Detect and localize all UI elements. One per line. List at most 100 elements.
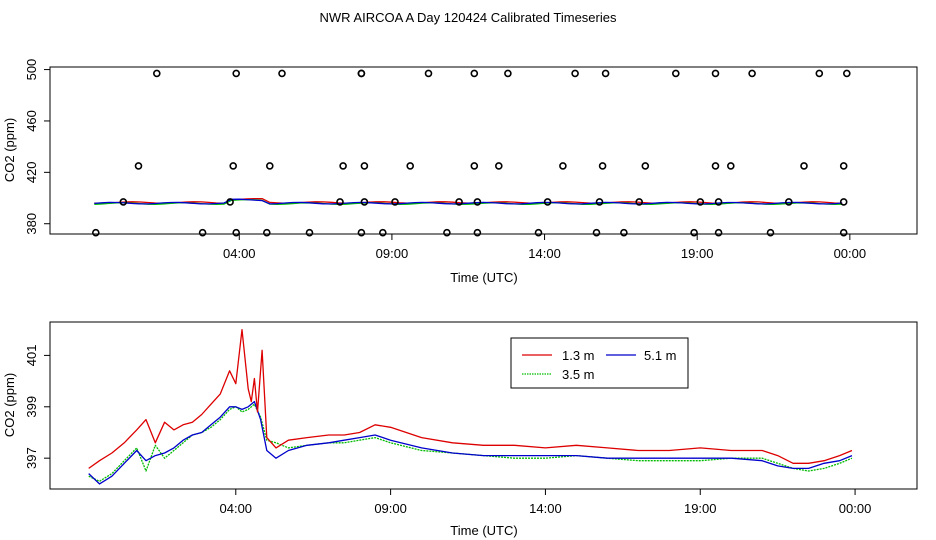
bottom-x-tick-label: 19:00 xyxy=(684,501,717,516)
bottom-series-lines xyxy=(88,329,853,485)
bottom-x-tick-label: 00:00 xyxy=(839,501,872,516)
top-point xyxy=(534,228,543,237)
top-point xyxy=(504,69,512,78)
top-point xyxy=(339,162,347,170)
legend-label-1-3m: 1.3 m xyxy=(562,348,595,363)
top-point xyxy=(226,198,234,206)
top-point xyxy=(714,228,723,237)
bottom-x-axis-label: Time (UTC) xyxy=(450,523,517,538)
top-y-tick-label: 380 xyxy=(24,213,39,235)
top-plot-frame xyxy=(49,66,918,235)
top-point xyxy=(134,162,143,170)
bottom-line-5-1m xyxy=(88,400,853,485)
bottom-y-axis-label: CO2 (ppm) xyxy=(2,373,17,437)
bottom-y-tick-label: 397 xyxy=(24,447,39,469)
top-point xyxy=(378,228,387,237)
top-point xyxy=(153,69,161,78)
top-point xyxy=(232,69,240,78)
top-point xyxy=(559,162,567,170)
legend-label-3-5m: 3.5 m xyxy=(562,367,595,382)
top-y-axis: 380 420 460 500 xyxy=(24,59,50,235)
legend: 1.3 m 3.5 m 5.1 m xyxy=(510,337,689,389)
top-point xyxy=(455,198,463,206)
top-point xyxy=(711,162,720,170)
bottom-line-1-3m xyxy=(88,329,853,469)
top-x-tick-label: 14:00 xyxy=(528,246,561,261)
top-point xyxy=(815,69,824,78)
top-point xyxy=(784,198,793,206)
top-point xyxy=(839,228,848,237)
top-point xyxy=(443,228,451,237)
top-y-axis-label: CO2 (ppm) xyxy=(2,118,17,182)
top-point xyxy=(726,162,735,170)
top-point xyxy=(696,198,705,206)
top-points xyxy=(92,69,851,237)
top-point xyxy=(470,69,479,78)
top-point xyxy=(357,228,366,237)
top-point xyxy=(336,198,344,206)
top-point xyxy=(543,198,552,206)
top-point xyxy=(119,198,128,206)
top-point xyxy=(592,228,601,237)
top-point xyxy=(473,228,482,237)
bottom-line-3-5m xyxy=(88,403,853,482)
top-point xyxy=(494,162,503,170)
bottom-x-tick-label: 09:00 xyxy=(374,501,407,516)
top-point xyxy=(690,228,698,237)
top-point xyxy=(601,69,610,78)
top-point xyxy=(620,228,628,237)
top-x-axis-label: Time (UTC) xyxy=(450,270,517,285)
bottom-panel: 397 399 401 04:00 09:00 14:00 19:00 00:00 Time… xyxy=(2,321,918,538)
top-panel: 380 420 460 500 04:00 09:00 14:00 19:00 00:00 T… xyxy=(2,59,918,285)
top-x-axis: 04:00 09:00 14:00 19:00 00:00 xyxy=(223,234,866,261)
top-point xyxy=(360,162,369,170)
top-point xyxy=(357,69,366,78)
top-point xyxy=(635,198,644,206)
top-point xyxy=(198,228,207,237)
figure-title: NWR AIRCOA A Day 120424 Calibrated Times… xyxy=(320,10,617,25)
top-point xyxy=(748,69,756,78)
top-point xyxy=(473,198,482,206)
top-point xyxy=(641,162,650,170)
top-point xyxy=(305,228,314,237)
legend-box xyxy=(510,337,689,389)
top-point xyxy=(766,228,775,237)
top-point xyxy=(671,69,680,78)
top-point xyxy=(839,198,848,206)
top-point xyxy=(391,198,399,206)
bottom-y-tick-label: 399 xyxy=(24,396,39,418)
top-point xyxy=(711,69,720,78)
top-y-tick-label: 420 xyxy=(24,161,39,183)
legend-label-5-1m: 5.1 m xyxy=(644,348,677,363)
top-x-tick-label: 19:00 xyxy=(681,246,714,261)
top-series-lines xyxy=(94,197,843,205)
top-y-tick-label: 500 xyxy=(24,59,39,81)
top-point xyxy=(424,69,433,78)
bottom-x-tick-label: 14:00 xyxy=(529,501,562,516)
top-x-tick-label: 00:00 xyxy=(834,246,867,261)
top-point xyxy=(265,162,274,170)
top-point xyxy=(92,228,100,237)
top-point xyxy=(842,69,851,78)
top-point xyxy=(406,162,415,170)
top-point xyxy=(714,198,723,206)
top-point xyxy=(360,198,369,206)
top-point xyxy=(598,162,607,170)
bottom-y-axis: 397 399 401 xyxy=(24,345,50,469)
top-point xyxy=(232,228,240,237)
top-point xyxy=(470,162,479,170)
top-point xyxy=(571,69,579,78)
bottom-x-axis: 04:00 09:00 14:00 19:00 00:00 xyxy=(220,489,872,516)
bottom-plot-frame xyxy=(49,321,918,490)
bottom-y-tick-label: 401 xyxy=(24,345,39,367)
top-point xyxy=(595,198,604,206)
top-point xyxy=(839,162,848,170)
bottom-x-tick-label: 04:00 xyxy=(220,501,253,516)
top-x-tick-label: 04:00 xyxy=(223,246,256,261)
top-point xyxy=(262,228,271,237)
top-point xyxy=(800,162,808,170)
top-point xyxy=(278,69,286,78)
top-y-tick-label: 460 xyxy=(24,110,39,132)
top-line-5-1m xyxy=(94,198,843,205)
